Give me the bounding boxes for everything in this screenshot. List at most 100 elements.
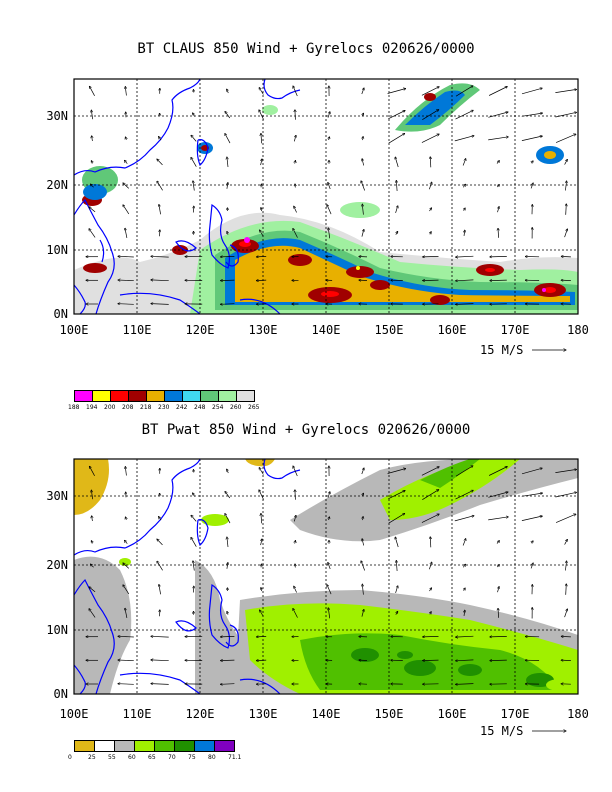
wind-vector-arrow [227,537,228,548]
wind-vector-arrow [151,256,169,257]
wind-vector-arrow [361,181,366,191]
wind-vector-arrow [329,137,330,141]
wind-vector-arrow [565,181,566,191]
wind-vector-arrow [362,584,363,595]
wind-vector-arrow [227,157,228,168]
panel1-lat-label: 10N [46,243,68,257]
colorbar-swatch [114,740,135,752]
wind-vector-arrow [220,280,235,281]
wind-vector-arrow [191,515,197,522]
wind-vector-arrow [521,516,543,521]
panel2-lat-label: 20N [46,558,68,572]
panel1-lat-label: 20N [46,178,68,192]
wind-vector-arrow [125,87,126,96]
wind-vector-arrow [421,514,439,523]
wind-vector-arrow [395,157,399,168]
wind-vector-arrow [259,468,264,475]
wind-vector-arrow [463,564,465,568]
wind-vector-arrow [387,469,406,474]
wind-vector-arrow [462,539,466,546]
wind-vector-arrow [227,469,229,474]
wind-vector-arrow [295,160,296,164]
wind-vector-arrow [118,636,134,637]
panel1-vector-ref-label: 15 M/S [480,343,523,357]
wind-vector-arrow [328,608,331,619]
wind-vector-arrow [423,280,439,281]
panel2-wind-vectors [86,466,577,685]
panel2-gridlines [74,459,578,694]
wind-vector-arrow [227,563,228,569]
wind-vector-arrow [430,588,432,592]
wind-vector-arrow [464,230,465,236]
wind-vector-arrow [225,491,231,499]
colorbar-label: 55 [108,754,116,761]
wind-vector-arrow [91,110,92,120]
wind-vector-arrow [294,586,297,593]
panel2-lon-label: 130E [249,707,278,721]
wind-vector-arrow [430,208,432,212]
colorbar-swatch [110,390,129,402]
colorbar-swatch [94,740,115,752]
wind-vector-arrow [530,183,533,189]
wind-vector-arrow [561,256,571,257]
wind-vector-arrow [561,636,571,637]
wind-vector-arrow [295,540,296,544]
wind-vector-arrow [422,110,439,120]
wind-vector-arrow [293,135,296,142]
panel2-frame [73,458,579,695]
colorbar-label: 70 [168,754,176,761]
wind-vector-arrow [430,157,431,168]
wind-vector-arrow [498,587,500,593]
wind-vector-arrow [421,87,439,96]
colorbar-swatch [74,740,95,752]
wind-vector-arrow [361,468,364,475]
wind-vector-arrow [328,228,331,239]
wind-vector-arrow [362,113,363,117]
panel1-axis-labels: 0N 10N 20N 30N 100E 110E 120E 130E 140E … [46,109,589,357]
wind-vector-arrow [91,541,92,544]
wind-vector-arrow [256,256,267,257]
colorbar-label: 200 [104,404,116,411]
wind-vector-arrow [261,133,262,144]
panel2-lon-label: 180 [567,707,589,721]
panel1-lon-label: 140E [312,323,341,337]
panel1-colorbar: 188 194 200 208 218 230 242 248 254 260 265 [68,390,264,412]
wind-vector-arrow [521,88,542,95]
wind-vector-arrow [387,89,406,94]
wind-vector-arrow [123,563,130,569]
wind-vector-arrow [488,467,507,476]
wind-vector-arrow [555,134,576,143]
colorbar-label: 260 [230,404,242,411]
panel2-lon-label: 140E [312,707,341,721]
wind-vector-arrow [531,541,533,543]
wind-vector-arrow [89,587,96,593]
wind-vector-arrow [328,562,331,570]
wind-vector-arrow [361,561,366,571]
colorbar-swatch [194,740,215,752]
wind-vector-arrow [455,466,473,477]
colorbar-swatch [74,390,93,402]
wind-vector-arrow [564,539,568,545]
wind-vector-arrow [191,135,197,142]
wind-vector-arrow [90,184,94,188]
panel2-lon-label: 170E [501,707,530,721]
wind-vector-arrow [91,490,92,500]
wind-vector-arrow [193,113,195,117]
wind-vector-arrow [456,636,474,637]
wind-vector-arrow [564,229,568,238]
wind-vector-arrow [89,609,96,618]
panel2-lon-label: 100E [60,707,89,721]
wind-vector-arrow [462,159,466,166]
wind-vector-arrow [124,160,128,164]
wind-vector-arrow [91,161,92,164]
wind-vector-arrow [256,660,267,661]
wind-vector-arrow [225,111,231,119]
wind-vector-arrow [220,636,235,637]
colorbar-swatch [92,390,111,402]
wind-vector-arrow [89,207,96,213]
wind-vector-arrow [561,280,571,281]
wind-vector-arrow [490,256,507,257]
wind-vector-arrow [193,561,195,571]
wind-vector-arrow [362,159,365,166]
